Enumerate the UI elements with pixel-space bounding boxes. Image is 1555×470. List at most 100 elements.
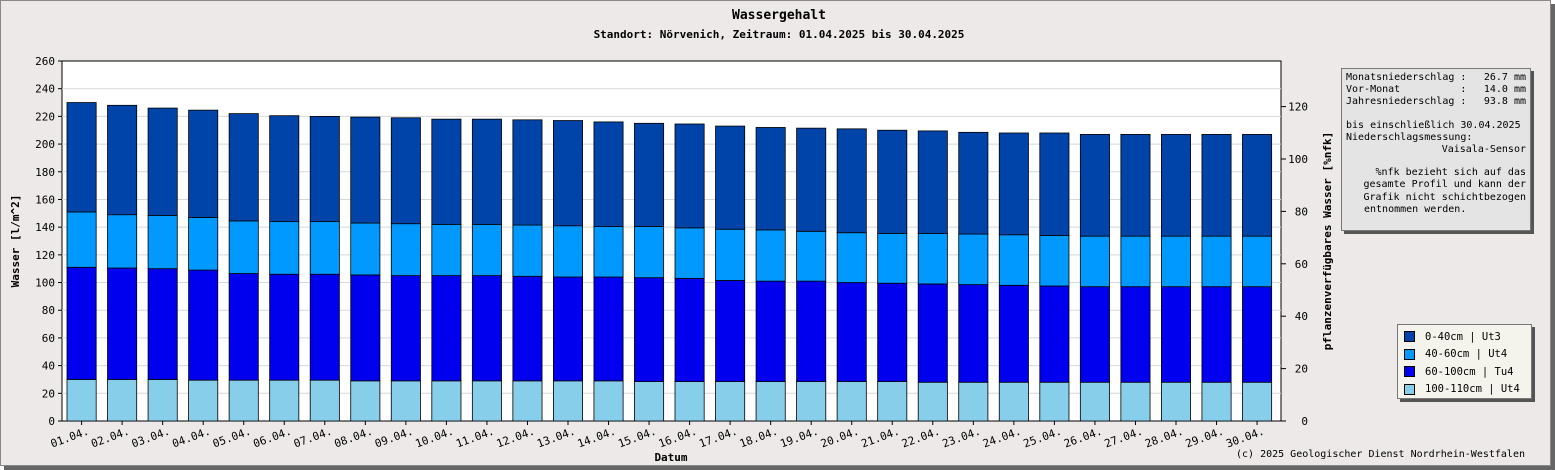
y-tick-label: 160: [35, 193, 55, 206]
bar-segment: [553, 120, 583, 227]
bar-segment: [309, 379, 340, 422]
y2-tick-label: 40: [1295, 310, 1308, 323]
bar-segment: [958, 381, 989, 422]
x-tick-label: 27.04.: [1103, 425, 1145, 451]
bar-segment: [593, 380, 624, 422]
monthly-precip-label: Monatsniederschlag :: [1346, 72, 1467, 83]
bar-segment: [390, 380, 421, 422]
y2-tick-label: 120: [1288, 101, 1308, 114]
x-tick-label: 25.04.: [1022, 425, 1064, 451]
bar-segment: [228, 220, 259, 274]
y2-axis: 0 20 40 60 80 100 120: [1281, 101, 1308, 428]
x-tick-label: 11.04.: [454, 425, 496, 451]
bars: [66, 102, 1273, 422]
bar-segment: [228, 273, 259, 381]
bar-segment: [1161, 133, 1191, 237]
bar-segment: [553, 225, 583, 278]
bar-segment: [350, 274, 381, 382]
y-tick-label: 120: [35, 249, 55, 262]
precipitation-info-box: Monatsniederschlag : 26.7 mm Vor-Monat : 1…: [1341, 68, 1531, 231]
bar-segment: [228, 113, 259, 222]
bar-segment: [1201, 381, 1232, 422]
bar-segment: [998, 284, 1029, 383]
x-tick-label: 03.04.: [130, 425, 172, 451]
bar-segment: [431, 118, 462, 225]
y-tick-label: 80: [42, 304, 55, 317]
bar-segment: [431, 275, 462, 382]
bar-segment: [390, 223, 421, 277]
bar-segment: [107, 379, 138, 422]
bar-segment: [1120, 286, 1151, 383]
bar-segment: [877, 282, 908, 382]
x-tick-label: 15.04.: [616, 425, 658, 451]
bar-segment: [147, 107, 178, 216]
legend-swatch: [1404, 383, 1415, 395]
bar-segment: [107, 104, 138, 216]
x-tick-label: 30.04.: [1224, 425, 1266, 451]
bar-segment: [836, 232, 867, 283]
legend-label: 0-40cm | Ut3: [1425, 330, 1501, 343]
y-tick-label: 260: [35, 55, 55, 68]
legend-label: 40-60cm | Ut4: [1425, 348, 1508, 361]
bar-segment: [958, 131, 989, 235]
y-axis-label: Wasser [l/m^2]: [9, 195, 22, 288]
until-date-text: bis einschließlich 30.04.2025: [1346, 119, 1521, 131]
bar-segment: [1039, 132, 1070, 236]
legend-label: 60-100cm | Tu4: [1425, 365, 1514, 378]
x-axis: 01.04.02.04.03.04.04.04.05.04.06.04.07.0…: [49, 421, 1266, 450]
x-tick-label: 23.04.: [941, 425, 983, 451]
bar-segment: [877, 381, 908, 422]
bar-segment: [512, 380, 543, 422]
bar-segment: [350, 222, 381, 276]
bar-segment: [228, 379, 259, 422]
bar-segment: [107, 267, 138, 380]
legend-item: 0-40cm | Ut3: [1404, 328, 1525, 346]
x-tick-label: 16.04.: [657, 425, 699, 451]
bar-segment: [755, 280, 786, 382]
bar-segment: [1120, 381, 1151, 422]
y-tick-label: 240: [35, 83, 55, 96]
y-tick-label: 140: [35, 221, 55, 234]
bar-segment: [1039, 285, 1070, 383]
yearly-precip-value: 93.8 mm: [1483, 96, 1526, 108]
bar-segment: [471, 275, 502, 382]
bar-segment: [796, 127, 827, 232]
bar-segment: [998, 132, 1029, 236]
bar-segment: [796, 280, 827, 382]
bar-segment: [917, 130, 948, 234]
bar-segment: [1201, 235, 1232, 288]
chart-legend: 0-40cm | Ut3 40-60cm | Ut4 60-100cm | Tu…: [1397, 324, 1532, 399]
bar-segment: [634, 122, 665, 227]
bar-segment: [836, 128, 867, 234]
bar-segment: [188, 269, 219, 381]
y2-tick-label: 0: [1301, 415, 1308, 428]
bar-segment: [512, 224, 543, 277]
bar-segment: [512, 119, 543, 226]
bar-segment: [715, 125, 746, 230]
x-tick-label: 04.04.: [170, 425, 212, 451]
bar-segment: [1201, 286, 1232, 383]
y-tick-label: 200: [35, 138, 55, 151]
legend-item: 100-110cm | Ut4: [1404, 381, 1525, 399]
x-tick-label: 17.04.: [697, 425, 739, 451]
previous-month-label: Vor-Monat :: [1346, 84, 1467, 96]
x-tick-label: 29.04.: [1184, 425, 1226, 451]
bar-segment: [269, 273, 300, 381]
bar-segment: [634, 277, 665, 382]
y-tick-label: 40: [42, 360, 55, 373]
x-tick-label: 12.04.: [495, 425, 537, 451]
bar-segment: [715, 280, 746, 382]
bar-segment: [755, 229, 786, 282]
y2-axis-label: pflanzenverfügbares Wasser [%nfk]: [1321, 132, 1334, 351]
gridlines: [62, 88, 1281, 394]
bar-segment: [269, 379, 300, 422]
bar-segment: [1120, 235, 1151, 288]
x-tick-label: 20.04.: [819, 425, 861, 451]
bar-segment: [309, 221, 340, 275]
bar-segment: [593, 121, 624, 227]
bar-segment: [1161, 381, 1191, 422]
y2-tick-label: 100: [1288, 153, 1308, 166]
bar-segment: [147, 379, 178, 422]
x-axis-label: Datum: [654, 451, 687, 464]
